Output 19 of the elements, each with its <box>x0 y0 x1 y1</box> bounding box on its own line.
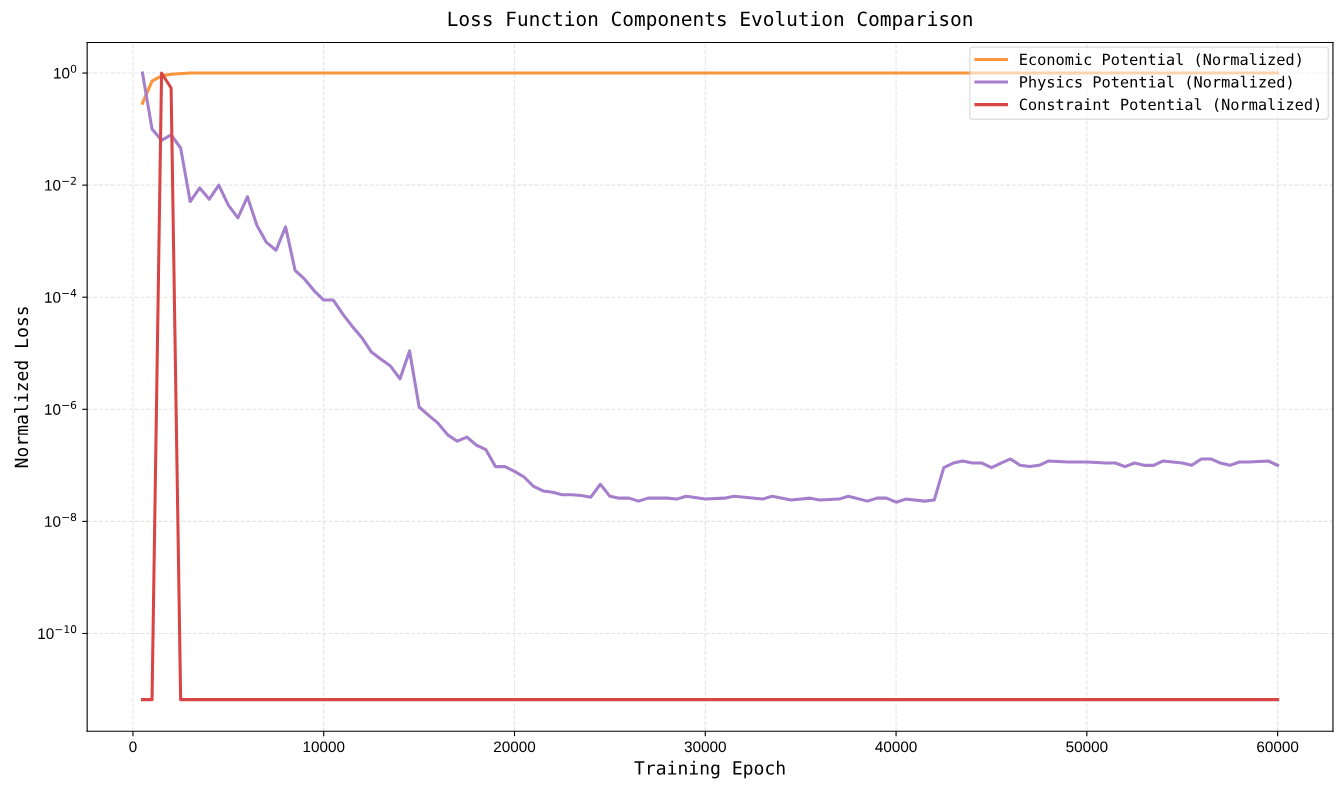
y-tick-label: 10$^{0}$ <box>54 64 77 79</box>
y-tick-label: 10$^{−10}$ <box>38 625 77 640</box>
x-tick-label: 20000 <box>494 741 536 753</box>
x-tick-label: 60000 <box>1257 741 1299 753</box>
x-tick-label: 50000 <box>1066 741 1108 753</box>
y-tick-label: 10$^{−4}$ <box>45 289 77 303</box>
x-tick-label: 40000 <box>875 741 917 753</box>
y-tick-label: 10$^{−6}$ <box>45 400 77 415</box>
y-tick-label: 10$^{−8}$ <box>45 513 77 527</box>
legend-label: Constraint Potential (Normalized) <box>1019 98 1320 112</box>
x-tick-label: 10000 <box>303 741 345 753</box>
x-axis-title: Training Epoch <box>634 760 785 779</box>
x-tick-label: 30000 <box>684 741 726 753</box>
legend-label: Economic Potential (Normalized) <box>1020 53 1301 67</box>
y-axis-title: Normalized Loss <box>14 307 29 468</box>
y-tick-label: 10$^{−2}$ <box>45 176 76 191</box>
legend-label: Physics Potential (Normalized) <box>1020 75 1292 91</box>
chart-title: Loss Function Components Evolution Comparison <box>448 11 972 30</box>
x-tick-label: 0 <box>129 741 137 753</box>
